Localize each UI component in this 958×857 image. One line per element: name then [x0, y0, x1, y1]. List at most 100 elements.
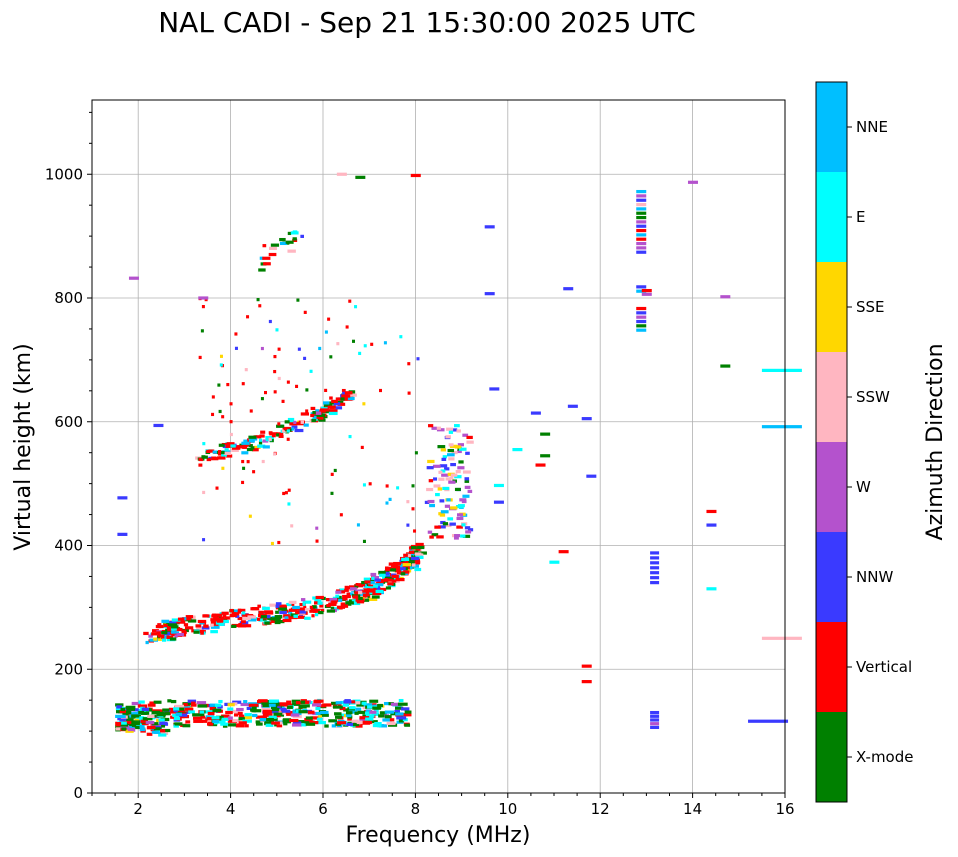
echo-mark — [312, 415, 317, 420]
colorbar-segment — [816, 352, 847, 442]
echo-mark — [226, 442, 235, 446]
echo-mark — [336, 172, 347, 176]
echo-mark — [171, 618, 181, 622]
echo-mark — [364, 580, 371, 584]
echo-mark — [456, 525, 463, 529]
echo-mark — [650, 576, 660, 580]
echo-mark — [288, 420, 295, 424]
echo-mark — [156, 631, 161, 635]
echo-mark — [318, 418, 326, 422]
echo-mark — [219, 354, 223, 358]
colorbar-tick-label: Vertical — [856, 658, 912, 676]
echo-mark — [368, 703, 377, 707]
echo-mark — [337, 400, 344, 404]
x-tick-label: 14 — [683, 800, 702, 818]
x-tick-label: 10 — [498, 800, 517, 818]
echo-mark — [233, 723, 240, 727]
echo-mark — [282, 491, 286, 496]
echo-mark — [258, 610, 264, 614]
echo-mark — [362, 539, 366, 543]
echo-mark — [283, 614, 290, 618]
echo-mark — [284, 491, 288, 495]
echo-mark — [489, 387, 500, 391]
echo-mark — [245, 624, 252, 628]
echo-mark — [196, 701, 207, 705]
echo-mark — [222, 444, 229, 449]
y-tick-label: 200 — [54, 660, 83, 678]
echo-mark — [264, 721, 272, 726]
echo-mark — [412, 550, 419, 554]
echo-mark — [232, 612, 236, 616]
echo-mark — [341, 388, 346, 393]
echo-mark — [211, 395, 215, 399]
echo-mark — [314, 699, 324, 703]
echo-mark — [636, 306, 647, 311]
echo-mark — [359, 716, 370, 720]
echo-mark — [282, 719, 288, 723]
echo-mark — [300, 412, 310, 416]
echo-mark — [363, 577, 371, 581]
echo-mark — [353, 595, 359, 599]
echo-mark — [211, 622, 219, 626]
echo-mark — [384, 576, 394, 580]
echo-mark — [465, 451, 470, 455]
echo-mark — [720, 364, 731, 368]
echo-mark — [167, 627, 172, 632]
echo-mark — [567, 404, 578, 408]
echo-mark — [263, 262, 271, 266]
echo-mark — [301, 704, 310, 708]
echo-mark — [278, 607, 288, 611]
echo-mark — [219, 363, 223, 367]
echo-mark — [238, 445, 246, 449]
echo-mark — [342, 703, 350, 707]
echo-mark — [330, 491, 334, 495]
echo-mark — [252, 713, 258, 718]
echo-mark — [232, 700, 242, 704]
echo-mark — [276, 424, 285, 428]
echo-mark — [456, 429, 461, 433]
echo-mark — [161, 631, 168, 635]
echo-mark — [636, 207, 647, 211]
echo-mark — [388, 497, 392, 502]
x-tick-label: 12 — [591, 800, 610, 818]
echo-mark — [362, 402, 366, 406]
echo-mark — [330, 472, 334, 476]
echo-mark — [257, 604, 261, 608]
echo-mark — [249, 409, 253, 413]
echo-mark — [372, 723, 382, 728]
echo-mark — [454, 487, 461, 492]
echo-mark — [264, 610, 273, 614]
y-axis-ticks: 0 200 400 600 800 1000 — [45, 111, 92, 802]
echo-mark — [581, 417, 592, 421]
echo-mark — [310, 608, 317, 612]
echo-mark — [293, 614, 298, 618]
echo-mark — [303, 605, 307, 610]
echo-mark — [358, 592, 366, 596]
echo-mark — [142, 717, 153, 721]
echo-mark — [287, 502, 291, 506]
echo-mark — [368, 720, 378, 724]
echo-mark — [385, 578, 393, 582]
echo-mark — [257, 444, 266, 448]
echo-mark — [281, 709, 291, 713]
data-marks — [115, 172, 802, 737]
echo-mark — [246, 706, 256, 710]
echo-mark — [218, 443, 225, 447]
echo-mark — [252, 470, 256, 474]
echo-mark — [216, 456, 226, 460]
echo-mark — [345, 601, 354, 605]
echo-mark — [342, 594, 351, 599]
echo-mark — [248, 444, 253, 448]
echo-mark — [268, 701, 273, 706]
echo-mark — [198, 457, 204, 462]
echo-mark — [141, 722, 149, 726]
echo-mark — [356, 600, 365, 604]
echo-mark — [270, 710, 279, 714]
echo-mark — [384, 715, 392, 719]
echo-mark — [146, 732, 153, 736]
echo-mark — [298, 720, 306, 724]
echo-mark — [449, 522, 456, 526]
echo-mark — [355, 724, 363, 728]
echo-mark — [199, 712, 205, 717]
echo-mark — [371, 576, 375, 580]
